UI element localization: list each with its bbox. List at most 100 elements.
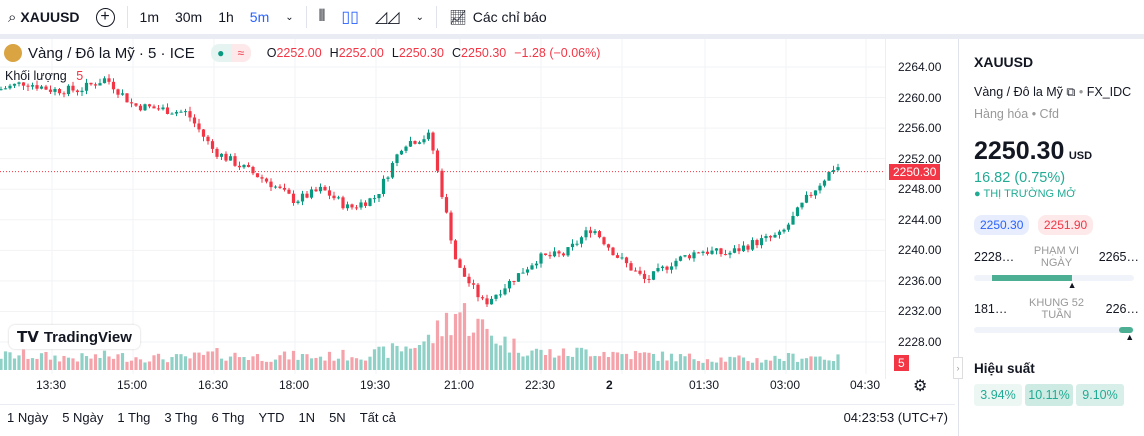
indicators-icon: 📈︎: [448, 8, 467, 25]
chart-type-dropdown[interactable]: ⌄: [408, 12, 432, 23]
candle: [633, 270, 638, 272]
candle: [174, 111, 179, 114]
volume-bar: [480, 319, 485, 370]
performance-title: Hiệu suất: [974, 361, 1035, 376]
volume-bar: [125, 361, 129, 370]
candle: [809, 194, 813, 196]
price-tick: 2252.00: [898, 151, 942, 166]
indicators-button[interactable]: 📈︎ Các chỉ báo: [448, 8, 547, 26]
volume-bar: [314, 357, 318, 370]
volume-bar: [309, 358, 314, 370]
volume-bar: [660, 351, 665, 370]
divider: [435, 6, 437, 28]
symbol-search[interactable]: ⌕ XAUUSD: [8, 8, 80, 26]
volume-bar: [161, 359, 165, 370]
candle: [417, 142, 422, 144]
volume-bar: [107, 356, 111, 370]
volume-bar: [345, 360, 350, 370]
volume-bar: [224, 360, 228, 370]
volume-bar: [363, 360, 368, 370]
candle: [296, 201, 300, 203]
clock[interactable]: 04:23:53 (UTC+7): [843, 410, 948, 425]
candle: [152, 106, 156, 109]
volume-bar: [179, 354, 183, 370]
candle: [777, 231, 782, 235]
candle: [453, 240, 458, 260]
chevron-down-icon: ⌄: [285, 11, 294, 23]
candle: [759, 238, 764, 246]
interval-1h[interactable]: 1h: [218, 9, 234, 25]
price-tick: 2228.00: [898, 335, 942, 350]
range-3m[interactable]: 3 Thg: [164, 410, 198, 425]
candle: [129, 102, 134, 104]
candle: [557, 251, 561, 254]
volume-bar: [746, 361, 750, 370]
price-tick: 2240.00: [898, 243, 942, 258]
range-ytd[interactable]: YTD: [258, 410, 285, 425]
candle: [305, 193, 309, 198]
settings-gear-icon[interactable]: ⚙: [913, 378, 928, 395]
candle: [323, 186, 327, 191]
price-tick: 2264.00: [898, 60, 942, 74]
interval-5m[interactable]: 5m: [249, 9, 270, 25]
candle: [642, 273, 647, 279]
volume-bar: [174, 354, 179, 370]
volume-bar: [48, 359, 53, 370]
volume-bar: [696, 361, 701, 370]
candle: [170, 113, 174, 115]
price-chart[interactable]: [0, 39, 955, 399]
candle: [228, 156, 233, 161]
interval-30m[interactable]: 30m: [174, 9, 203, 25]
volume-bar: [494, 343, 498, 370]
tradingview-logo[interactable]: 𝗧𝗩 TradingView: [9, 325, 140, 349]
candle: [552, 251, 557, 257]
range-1y[interactable]: 1N: [298, 410, 316, 425]
area-chart-button[interactable]: ◿◿: [367, 7, 408, 27]
range-all[interactable]: Tất cả: [359, 410, 396, 425]
candle: [21, 82, 26, 86]
candle: [210, 141, 215, 149]
candle: [107, 78, 111, 82]
volume-bar: [498, 345, 503, 370]
volume-bar: [597, 356, 602, 370]
volume-bar: [260, 360, 264, 370]
volume-bar: [305, 354, 309, 370]
volume-bar: [444, 312, 449, 370]
range-5y[interactable]: 5N: [329, 410, 346, 425]
volume-bar: [201, 354, 206, 370]
top-toolbar: ⌕ XAUUSD + 1m 30m 1h 5m ⌄ ⫴ ▯▯ ◿◿ ⌄ 📈︎ Các…: [0, 0, 955, 34]
add-symbol-button[interactable]: +: [88, 7, 123, 27]
candle: [426, 132, 431, 140]
time-scale[interactable]: 13:30 15:00 16:30 18:00 19:30 21:00 22:30 2 01:3…: [0, 376, 955, 398]
candle: [134, 103, 138, 106]
volume-bar: [521, 356, 525, 370]
range-6m[interactable]: 6 Thg: [211, 410, 245, 425]
bar-chart-button[interactable]: ⫴: [311, 8, 334, 26]
market-status-pill[interactable]: ● ≈: [210, 44, 251, 62]
volume-bar: [773, 355, 777, 370]
candle: [377, 193, 381, 199]
interval-dropdown[interactable]: ⌄: [277, 12, 301, 23]
volume-bar: [336, 358, 341, 370]
price-scale[interactable]: 2264.00 2260.00 2256.00 2252.00 2248.00 2244.…: [885, 39, 955, 379]
volume-bar: [471, 332, 476, 370]
candle-chart-button[interactable]: ▯▯: [333, 7, 367, 27]
volume-bar: [84, 356, 89, 370]
external-link-icon[interactable]: ⧉: [1066, 85, 1076, 99]
time-tick: 04:30: [850, 378, 881, 392]
candle: [732, 248, 737, 253]
range-1m[interactable]: 1 Thg: [117, 410, 151, 425]
volume-bar: [791, 353, 795, 370]
candle: [566, 247, 570, 256]
candle: [440, 170, 444, 198]
volume-bar: [192, 352, 197, 370]
range-5d[interactable]: 5 Ngày: [62, 410, 104, 425]
collapse-handle[interactable]: ›: [953, 357, 963, 379]
side-symbol: XAUUSD: [974, 54, 1034, 70]
range-1d[interactable]: 1 Ngày: [7, 410, 49, 425]
candle: [669, 266, 674, 270]
interval-1m[interactable]: 1m: [139, 9, 159, 25]
volume-bar: [8, 352, 12, 370]
candle: [804, 194, 809, 203]
volume-badge: 5: [894, 355, 909, 371]
